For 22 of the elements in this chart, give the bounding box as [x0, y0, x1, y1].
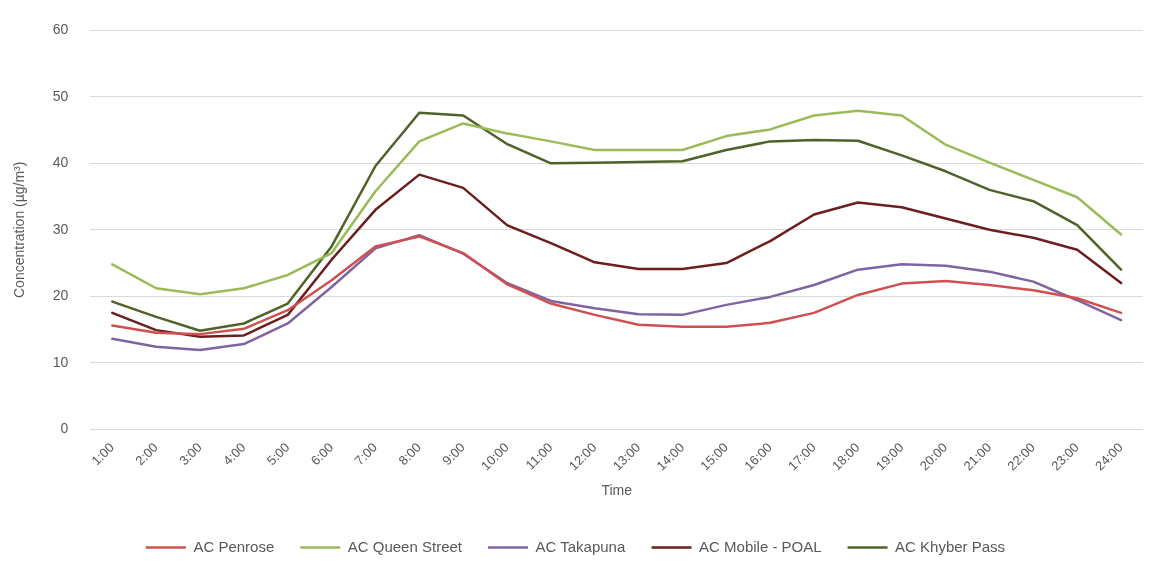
y-tick-label: 0: [60, 420, 69, 437]
x-tick-label: 8:00: [395, 439, 424, 469]
x-tick-label: 9:00: [439, 439, 468, 469]
x-tick-label: 3:00: [176, 439, 205, 469]
legend-label: AC Queen Street: [347, 537, 463, 555]
x-tick-label: 1:00: [88, 439, 117, 469]
y-tick-label: 50: [52, 87, 69, 104]
y-tick-label: 30: [52, 220, 69, 237]
legend-label: AC Mobile - POAL: [699, 537, 822, 555]
y-tick-label: 40: [52, 154, 69, 171]
legend-label: AC Khyber Pass: [895, 537, 1006, 555]
x-axis-title: Time: [601, 482, 633, 499]
y-axis-title: Concentration (µg/m³): [11, 161, 28, 299]
y-tick-label: 10: [52, 353, 69, 370]
x-tick-label: 4:00: [220, 439, 249, 469]
x-tick-label: 5:00: [263, 439, 293, 469]
legend-label: AC Takapuna: [535, 537, 626, 555]
y-tick-label: 20: [52, 287, 69, 304]
x-tick-label: 7:00: [351, 439, 381, 469]
legend-label: AC Penrose: [193, 537, 275, 555]
y-tick-label: 60: [52, 21, 69, 38]
x-tick-label: 6:00: [307, 439, 337, 469]
